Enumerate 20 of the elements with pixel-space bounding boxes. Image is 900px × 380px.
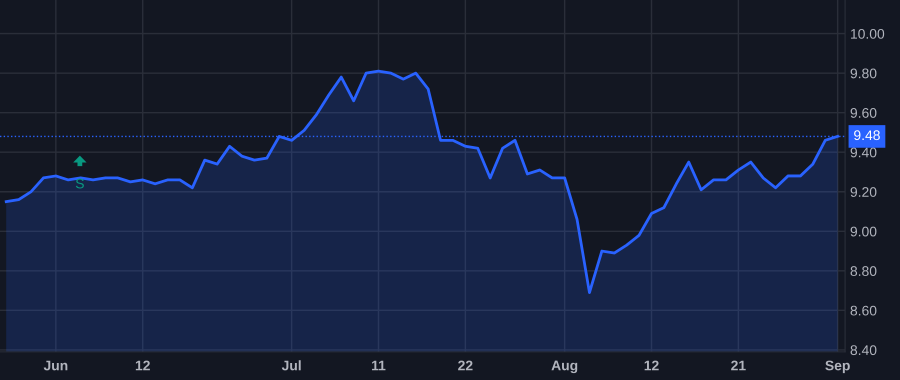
x-tick-label: Jun bbox=[44, 360, 68, 370]
y-tick-label: 8.80 bbox=[850, 266, 876, 276]
x-tick-label: 12 bbox=[644, 360, 659, 370]
y-tick-label: 8.60 bbox=[850, 306, 876, 316]
y-tick-label: 8.40 bbox=[850, 345, 876, 356]
y-tick-label: 10.00 bbox=[851, 28, 884, 39]
y-tick-label: 9.60 bbox=[850, 108, 876, 118]
x-tick-label: Sep bbox=[825, 360, 850, 374]
x-tick-label: 12 bbox=[136, 360, 150, 370]
x-tick-label: 21 bbox=[731, 360, 746, 370]
x-tick-label: Aug bbox=[551, 360, 578, 374]
y-tick-label: 9.80 bbox=[850, 68, 876, 78]
x-tick-label: Jul bbox=[282, 360, 301, 370]
ref-line-label: 9.48 bbox=[854, 130, 880, 140]
y-tick-label: 9.40 bbox=[850, 148, 876, 158]
x-tick-label: 11 bbox=[372, 360, 386, 370]
annotation: S bbox=[76, 178, 84, 188]
y-tick-label: 9.20 bbox=[850, 187, 876, 197]
x-tick-label: 22 bbox=[458, 360, 473, 370]
y-tick-label: 9.00 bbox=[850, 226, 876, 236]
